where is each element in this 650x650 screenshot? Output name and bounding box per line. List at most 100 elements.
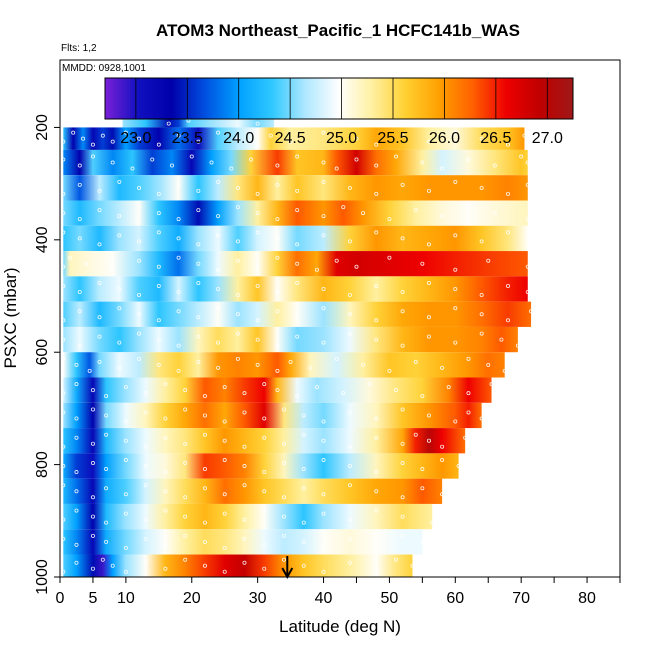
sample-point (183, 441, 188, 446)
sample-point (321, 340, 326, 345)
sample-point (222, 419, 227, 424)
sample-point (295, 334, 300, 339)
sample-point (347, 331, 352, 336)
sample-point (156, 362, 161, 367)
sample-point (242, 391, 247, 396)
sample-point (426, 315, 431, 320)
sample-point (235, 185, 240, 190)
sample-point (90, 388, 95, 393)
sample-point (90, 154, 95, 159)
sample-point (143, 391, 148, 396)
sample-point (77, 309, 82, 314)
sample-point (84, 261, 89, 266)
sample-point (74, 435, 79, 440)
sample-point (374, 230, 379, 235)
x-tick-label: 5 (88, 590, 97, 607)
sample-point (156, 318, 161, 323)
sample-point (74, 508, 79, 513)
heatmap-band (63, 453, 459, 479)
sample-point (97, 315, 102, 320)
sample-point (275, 368, 280, 373)
sample-point (137, 356, 142, 361)
flights-label: Flts: 1,2 (61, 43, 97, 54)
sample-point (104, 486, 109, 491)
sample-point (183, 461, 188, 466)
sample-point (347, 312, 352, 317)
sample-point (222, 385, 227, 390)
sample-point (90, 495, 95, 500)
sample-point (104, 394, 109, 399)
x-tick-label: 30 (249, 590, 267, 607)
sample-point (77, 289, 82, 294)
colorbar-tick-label: 24.0 (223, 130, 254, 147)
sample-point (347, 483, 352, 488)
sample-point (163, 435, 168, 440)
sample-point (314, 267, 319, 272)
sample-point (61, 264, 66, 269)
sample-point (374, 142, 379, 147)
sample-point (123, 511, 128, 516)
sample-point (275, 289, 280, 294)
sample-point (216, 365, 221, 370)
sample-point (61, 337, 66, 342)
sample-point (235, 136, 240, 141)
sample-point (321, 286, 326, 291)
sample-point (525, 289, 530, 294)
heatmap-band (63, 554, 413, 577)
sample-point (499, 337, 504, 342)
sample-point (453, 233, 458, 238)
sample-point (117, 214, 122, 219)
sample-point (97, 359, 102, 364)
sample-point (202, 539, 207, 544)
sample-point (440, 444, 445, 449)
sample-point (400, 343, 405, 348)
sample-point (400, 407, 405, 412)
sample-point (295, 261, 300, 266)
sample-point (400, 133, 405, 138)
sample-point (137, 258, 142, 263)
sample-point (505, 191, 510, 196)
sample-point (387, 217, 392, 222)
sample-point (110, 160, 115, 165)
sample-point (100, 133, 105, 138)
sample-point (81, 136, 86, 141)
sample-point (479, 292, 484, 297)
sample-point (515, 343, 520, 348)
sample-point (275, 388, 280, 393)
sample-point (295, 315, 300, 320)
sample-point (123, 492, 128, 497)
sample-point (97, 280, 102, 285)
sample-point (453, 419, 458, 424)
sample-point (334, 258, 339, 263)
sample-point (479, 416, 484, 421)
sample-point (354, 264, 359, 269)
sample-point (222, 511, 227, 516)
sample-point (288, 139, 293, 144)
sample-point (446, 385, 451, 390)
sample-point (262, 382, 267, 387)
sample-point (321, 233, 326, 238)
heatmap-band (63, 301, 532, 327)
sample-point (169, 163, 174, 168)
sample-point (242, 560, 247, 565)
sample-point (505, 283, 510, 288)
sample-point (100, 557, 105, 562)
y-tick-label: 200 (34, 114, 51, 141)
sample-point (374, 283, 379, 288)
sample-point (295, 208, 300, 213)
sample-point (347, 536, 352, 541)
sample-point (61, 356, 66, 361)
sample-point (479, 185, 484, 190)
sample-point (466, 205, 471, 210)
sample-point (275, 236, 280, 241)
sample-point (374, 508, 379, 513)
sample-point (77, 343, 82, 348)
sample-point (202, 520, 207, 525)
sample-point (301, 467, 306, 472)
sample-point (301, 486, 306, 491)
heatmap-band (63, 200, 528, 226)
sample-point (176, 255, 181, 260)
sample-point (137, 205, 142, 210)
sample-point (202, 563, 207, 568)
sample-point (202, 486, 207, 491)
